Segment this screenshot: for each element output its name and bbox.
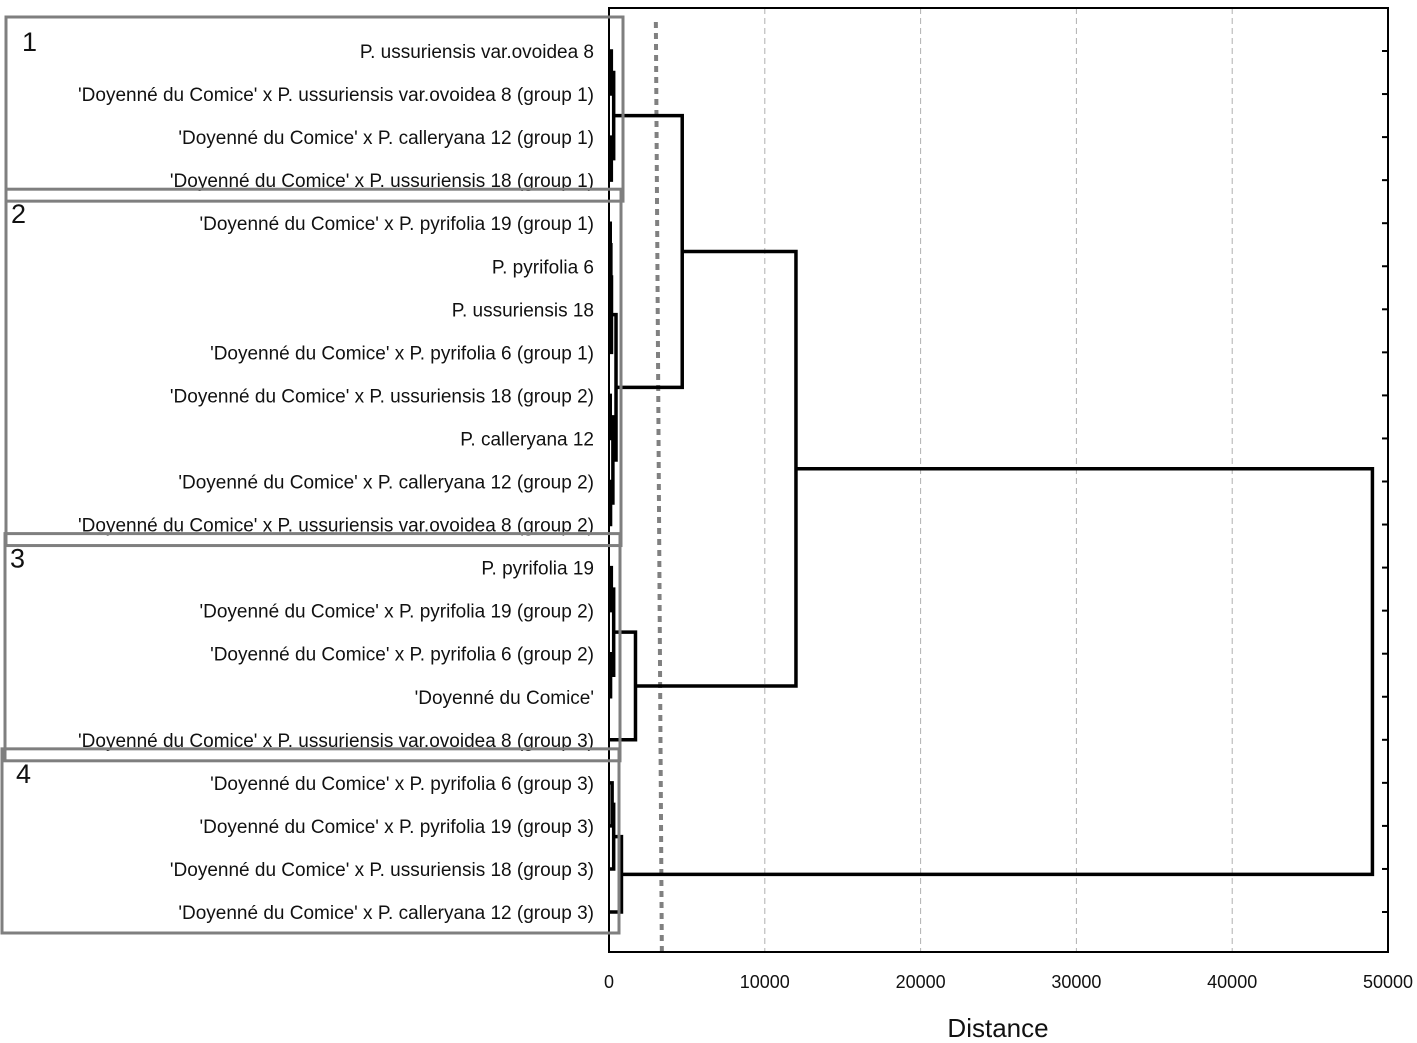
leaf-label: 'Doyenné du Comice' bbox=[415, 688, 594, 709]
x-tick-label: 0 bbox=[604, 972, 614, 992]
group-number: 4 bbox=[16, 759, 31, 789]
leaf-label: P. calleryana 12 bbox=[460, 429, 594, 450]
leaf-label: P. pyrifolia 19 bbox=[481, 559, 594, 580]
group-number: 1 bbox=[22, 27, 37, 57]
group-box bbox=[4, 187, 623, 548]
leaf-label: 'Doyenné du Comice' x P. ussuriensis 18 … bbox=[170, 860, 594, 881]
leaf-label: 'Doyenné du Comice' x P. ussuriensis 18 … bbox=[170, 386, 594, 407]
group-box bbox=[4, 15, 625, 203]
leaf-label: P. ussuriensis 18 bbox=[452, 300, 594, 321]
leaf-label: P. ussuriensis var.ovoidea 8 bbox=[360, 42, 594, 63]
leaf-label: 'Doyenné du Comice' x P. pyrifolia 6 (gr… bbox=[210, 645, 594, 666]
x-tick-label: 30000 bbox=[1051, 972, 1101, 992]
leaf-label: 'Doyenné du Comice' x P. calleryana 12 (… bbox=[178, 903, 594, 924]
x-tick-label: 20000 bbox=[896, 972, 946, 992]
plot-frame bbox=[608, 7, 1389, 953]
leaf-label: 'Doyenné du Comice' x P. pyrifolia 19 (g… bbox=[199, 817, 594, 838]
group-number: 3 bbox=[10, 544, 25, 574]
dendrogram-branch bbox=[621, 466, 1375, 877]
leaf-label: 'Doyenné du Comice' x P. calleryana 12 (… bbox=[178, 128, 594, 149]
cut-line-layer bbox=[653, 21, 664, 953]
leaf-label: 'Doyenné du Comice' x P. ussuriensis 18 … bbox=[170, 171, 594, 192]
leaf-label: 'Doyenné du Comice' x P. ussuriensis var… bbox=[78, 731, 594, 752]
leaf-label: 'Doyenné du Comice' x P. ussuriensis var… bbox=[78, 85, 594, 106]
axis-ticks: 0 10000 20000 30000 40000 50000 bbox=[604, 50, 1413, 992]
leaf-label: 'Doyenné du Comice' x P. pyrifolia 6 (gr… bbox=[210, 774, 594, 795]
group-number: 2 bbox=[11, 199, 26, 229]
cut-line bbox=[653, 21, 664, 953]
x-tick-label: 10000 bbox=[740, 972, 790, 992]
leaf-labels: P. ussuriensis var.ovoidea 8 'Doyenné du … bbox=[78, 42, 594, 924]
leaf-label: 'Doyenné du Comice' x P. calleryana 12 (… bbox=[178, 473, 594, 494]
grid-lines bbox=[764, 8, 1233, 952]
group-box bbox=[0, 747, 621, 935]
x-axis-title: Distance bbox=[947, 1013, 1048, 1043]
x-tick-label: 40000 bbox=[1207, 972, 1257, 992]
leaf-label: P. pyrifolia 6 bbox=[492, 257, 594, 278]
leaf-label: 'Doyenné du Comice' x P. pyrifolia 6 (gr… bbox=[210, 343, 594, 364]
dendrogram-branches bbox=[608, 49, 1375, 914]
leaf-label: 'Doyenné du Comice' x P. ussuriensis var… bbox=[78, 516, 594, 537]
group-box bbox=[3, 532, 622, 763]
group-boxes: 1 2 3 4 bbox=[0, 15, 625, 935]
x-tick-label: 50000 bbox=[1363, 972, 1413, 992]
leaf-label: 'Doyenné du Comice' x P. pyrifolia 19 (g… bbox=[199, 214, 594, 235]
leaf-label: 'Doyenné du Comice' x P. pyrifolia 19 (g… bbox=[199, 602, 594, 623]
